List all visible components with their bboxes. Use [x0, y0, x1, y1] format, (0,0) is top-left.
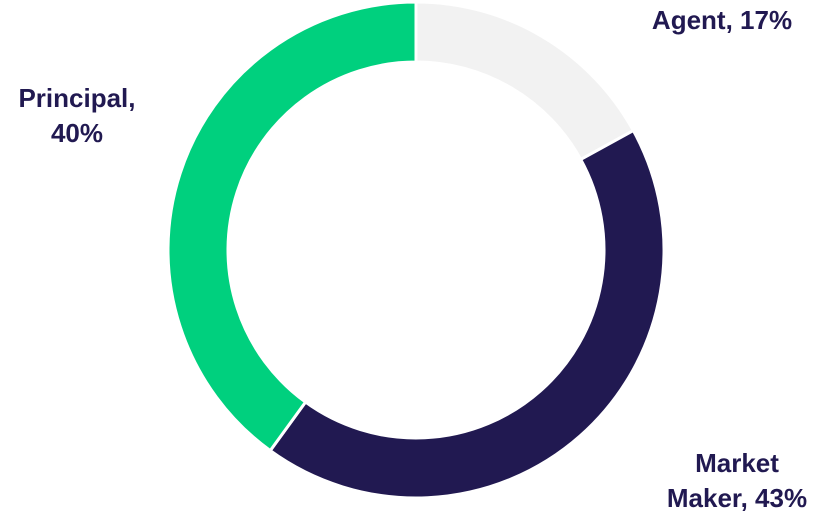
label-line: Market: [695, 448, 779, 478]
label-line: Principal,: [18, 83, 135, 113]
data-label: Principal, 40%: [18, 83, 135, 148]
label-line: 40%: [51, 118, 103, 148]
donut-segment: [414, 0, 636, 162]
label-line: Maker, 43%: [667, 483, 807, 513]
donut-segment: [268, 128, 666, 500]
label-line: Agent, 17%: [652, 5, 792, 35]
data-label: Agent, 17%: [652, 5, 792, 35]
donut-segment: [166, 0, 418, 453]
data-label: Market Maker, 43%: [667, 448, 807, 513]
